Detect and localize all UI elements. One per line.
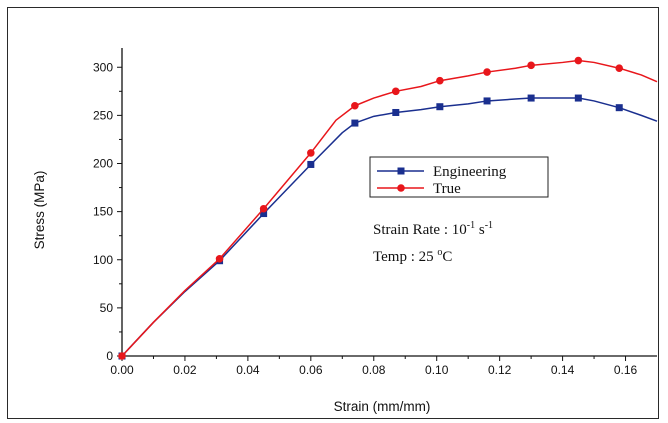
series-layer (118, 56, 658, 360)
legend-marker-engineering (397, 167, 405, 175)
annotation-strain-rate-base: Strain Rate : 10 (373, 222, 467, 238)
x-tick-label: 0.14 (551, 363, 575, 377)
data-point-engineering (615, 104, 623, 112)
annotation-strain-rate-unit: s (475, 222, 485, 238)
data-point-engineering (574, 94, 582, 102)
y-tick-label: 0 (106, 349, 113, 363)
x-tick-label: 0.04 (236, 363, 260, 377)
y-ticks: 0 50 100 150 200 250 300 (93, 60, 122, 363)
annotation-temp-unit: C (442, 249, 452, 265)
data-point-engineering (527, 94, 535, 102)
x-ticks: 0.00 0.02 0.04 0.06 0.08 0.10 0.12 0.14 0.16 (110, 356, 638, 377)
legend-marker-true (397, 184, 405, 192)
x-axis-label: Strain (mm/mm) (334, 399, 431, 414)
data-point-true (483, 68, 491, 76)
data-point-true (615, 64, 624, 73)
axes (121, 48, 657, 357)
y-tick-label: 150 (93, 205, 113, 219)
annotation-temp-degree: o (437, 247, 442, 258)
data-point-engineering (483, 97, 491, 105)
data-point-engineering (436, 103, 444, 111)
data-point-true (307, 149, 315, 157)
x-tick-label: 0.10 (425, 363, 449, 377)
figure-frame (7, 7, 659, 419)
legend-label-true: True (433, 181, 461, 197)
annotation-strain-rate-exp2: -1 (485, 220, 493, 231)
x-tick-label: 0.16 (614, 363, 638, 377)
x-tick-label: 0.08 (362, 363, 386, 377)
x-tick-label: 0.06 (299, 363, 323, 377)
data-point-true (118, 352, 126, 360)
annotation-strain-rate: Strain Rate : 10-1 s-1 (373, 220, 493, 238)
series-line-true (121, 59, 658, 357)
y-axis-label: Stress (MPa) (32, 171, 47, 250)
data-point-true (436, 76, 444, 85)
legend: Engineering True (369, 156, 549, 198)
data-point-engineering (307, 160, 315, 168)
x-tick-label: 0.02 (173, 363, 197, 377)
x-tick-label: 0.00 (110, 363, 134, 377)
y-tick-label: 200 (93, 157, 113, 171)
data-point-true (259, 204, 268, 213)
data-point-true (527, 61, 535, 70)
data-point-engineering (351, 119, 359, 127)
data-point-true (391, 87, 400, 96)
data-point-engineering (260, 210, 268, 218)
data-point-true (574, 56, 583, 65)
legend-label-engineering: Engineering (433, 164, 507, 180)
x-tick-label: 0.12 (488, 363, 512, 377)
annotation-strain-rate-exp1: -1 (467, 220, 475, 231)
y-tick-label: 50 (100, 301, 114, 315)
data-point-true (215, 254, 224, 263)
data-point-true (351, 101, 359, 110)
y-tick-label: 300 (93, 60, 113, 74)
annotation-temp-base: Temp : 25 (373, 249, 437, 265)
series-line-engineering (121, 97, 658, 357)
data-point-engineering (392, 108, 400, 116)
annotation-temp: Temp : 25 oC (373, 247, 452, 265)
y-tick-label: 100 (93, 253, 113, 267)
y-tick-label: 250 (93, 108, 113, 122)
